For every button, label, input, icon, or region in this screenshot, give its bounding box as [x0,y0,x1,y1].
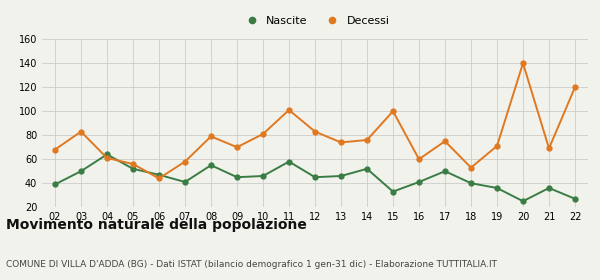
Text: COMUNE DI VILLA D'ADDA (BG) - Dati ISTAT (bilancio demografico 1 gen-31 dic) - E: COMUNE DI VILLA D'ADDA (BG) - Dati ISTAT… [6,260,497,269]
Legend: Nascite, Decessi: Nascite, Decessi [236,11,394,30]
Text: Movimento naturale della popolazione: Movimento naturale della popolazione [6,218,307,232]
